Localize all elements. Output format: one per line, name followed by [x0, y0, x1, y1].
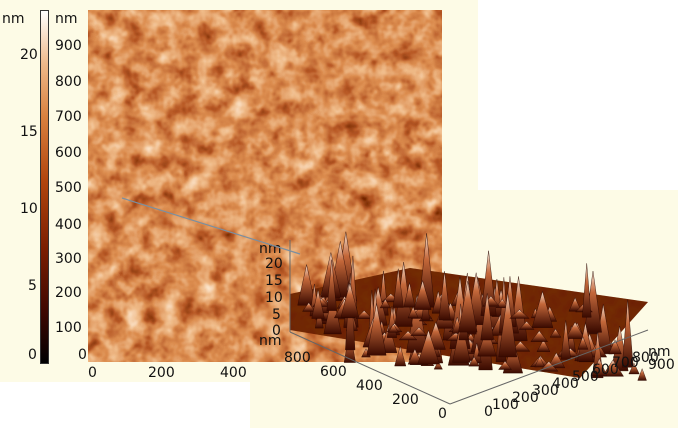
surface-peak [326, 259, 337, 311]
surface-peak [480, 293, 494, 341]
surface-peak [452, 319, 471, 363]
surface3d-x-unit: nm [648, 344, 671, 360]
surface3d-y-tick: 800 [284, 350, 311, 366]
surface3d-z-tick: 0 [272, 323, 281, 339]
surface-peak [433, 360, 443, 370]
surface-peak [410, 327, 428, 336]
map2d-x-tick: 0 [88, 365, 97, 381]
surface-peak [518, 321, 535, 330]
colorbar-unit: nm [2, 11, 25, 27]
surface-peak [477, 326, 497, 357]
surface-peak [311, 289, 325, 319]
surface3d-x-tick: 0 [484, 404, 493, 420]
map2d-x-tick: 200 [148, 365, 175, 381]
surface-peak [591, 357, 608, 377]
surface-peak [498, 292, 518, 358]
surface-peak [568, 297, 582, 312]
surface-peaks [297, 231, 647, 381]
surface-peak [403, 282, 416, 308]
surface-peak [407, 306, 419, 319]
surface-peak [608, 339, 622, 355]
surface-peak [407, 348, 423, 365]
map2d-y-tick: 400 [55, 217, 82, 233]
surface-peak [355, 310, 373, 319]
surface-peak [495, 298, 509, 308]
surface3d-y-tick: 600 [320, 364, 347, 380]
map2d-y-tick: 800 [55, 74, 82, 90]
surface-peak [534, 356, 546, 368]
map2d-y-tick: 300 [55, 251, 82, 267]
surface-peak [565, 321, 585, 339]
surface3d-x-tick: 900 [648, 357, 675, 373]
surface-peak [637, 368, 647, 381]
colorbar-tick: 5 [28, 278, 37, 294]
colorbar-tick: 10 [20, 201, 38, 217]
map2d-y-tick: 900 [55, 38, 82, 54]
surface-peak [577, 336, 589, 350]
surface3d-x-tick: 800 [632, 350, 659, 366]
surface-peak [621, 299, 634, 368]
surface3d-z-tick: 15 [265, 273, 283, 289]
surface-peak [549, 328, 562, 338]
surface3d-y-tick: 0 [438, 406, 447, 422]
surface-peak [458, 281, 478, 333]
surface3d-y-tick: 200 [392, 392, 419, 408]
surface3d-x-tick: 100 [492, 397, 519, 413]
surface3d-y-tick: 400 [356, 378, 383, 394]
surface-peak [392, 268, 404, 308]
surface3d-x-tick: 300 [532, 383, 559, 399]
map2d-y-tick: 0 [78, 347, 87, 363]
surface-peak [413, 279, 432, 310]
surface3d-x-tick: 700 [612, 355, 639, 371]
surface3d-z-unit: nm [259, 241, 282, 257]
surface-peak [417, 329, 440, 365]
surface3d-x-tick: 400 [552, 376, 579, 392]
map2d-y-tick: 500 [55, 180, 82, 196]
surface-peak [438, 271, 451, 321]
map2d-y-tick: 100 [55, 320, 82, 336]
afm-surface-3d [250, 190, 678, 428]
colorbar-tick: 20 [20, 47, 38, 63]
surface-peak [498, 360, 512, 370]
surface-peak [582, 263, 592, 318]
surface3d-x-tick: 200 [512, 390, 539, 406]
surface-peak [380, 323, 398, 353]
map2d-y-tick: 700 [55, 109, 82, 125]
map2d-y-unit: nm [55, 11, 78, 27]
surface3d-y-unit: nm [259, 333, 282, 349]
surface-peak [302, 302, 316, 312]
colorbar-tick: 0 [28, 347, 37, 363]
surface-peak [601, 359, 624, 377]
surface3d-z-tick: 10 [265, 290, 283, 306]
map2d-y-tick: 600 [55, 145, 82, 161]
map2d-y-tick: 200 [55, 285, 82, 301]
surface-peak [628, 362, 640, 375]
surface-peak [379, 298, 391, 309]
surface3d-z-tick: 5 [272, 307, 281, 323]
colorbar-tick: 15 [20, 124, 38, 140]
surface3d-z-tick: 20 [265, 256, 283, 272]
surface-peak [531, 290, 554, 328]
surface-peak [560, 320, 571, 360]
surface-peak [340, 282, 360, 318]
surface-peak [468, 356, 480, 367]
map2d-x-tick: 400 [220, 365, 247, 381]
surface-peak [297, 264, 316, 306]
surface-peak [547, 352, 566, 369]
surface3d-x-tick: 500 [572, 369, 599, 385]
surface-peak [366, 303, 387, 356]
surface-peak [530, 330, 549, 342]
surface-peak [388, 323, 399, 333]
surface-peak [394, 345, 407, 367]
surface-peak [536, 339, 551, 352]
height-colorbar [40, 10, 49, 364]
surface-peak [509, 309, 530, 319]
surface3d-x-tick: 600 [592, 362, 619, 378]
